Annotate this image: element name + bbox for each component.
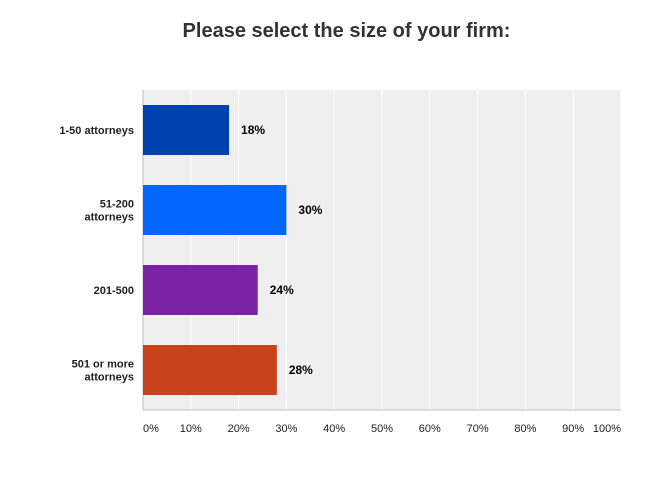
bar-value-label: 24% xyxy=(270,283,294,297)
x-tick-label: 80% xyxy=(514,423,536,435)
chart-title: Please select the size of your firm: xyxy=(182,20,511,42)
x-tick-label: 90% xyxy=(562,423,584,435)
x-tick-label: 0% xyxy=(143,423,159,435)
x-tick-label: 40% xyxy=(323,423,345,435)
bar xyxy=(143,345,277,395)
x-tick-label: 100% xyxy=(593,423,621,435)
category-label: 1-50 attorneys xyxy=(59,125,134,137)
category-label: 201-500 xyxy=(94,285,134,297)
x-tick-label: 20% xyxy=(228,423,250,435)
x-tick-label: 10% xyxy=(180,423,202,435)
bar-value-label: 28% xyxy=(289,363,313,377)
category-label: 501 or more attorneys xyxy=(72,359,134,384)
x-tick-label: 30% xyxy=(275,423,297,435)
bar xyxy=(143,265,258,315)
bar xyxy=(143,185,287,235)
bar-value-label: 30% xyxy=(298,203,322,217)
bar xyxy=(143,105,230,155)
x-tick-label: 60% xyxy=(419,423,441,435)
bar-value-label: 18% xyxy=(241,123,265,137)
x-tick-label: 70% xyxy=(467,423,489,435)
x-tick-label: 50% xyxy=(371,423,393,435)
category-label: 51-200 attorneys xyxy=(84,199,134,224)
